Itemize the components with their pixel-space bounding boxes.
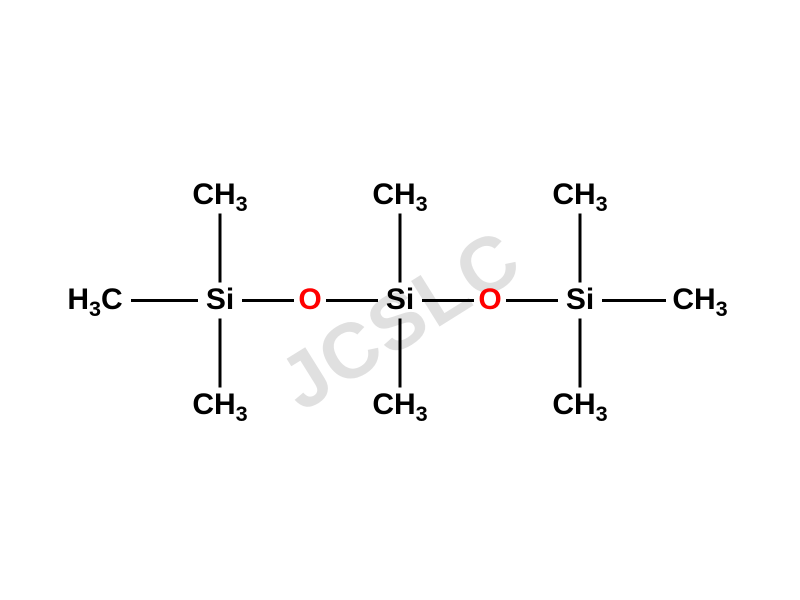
- molecule-diagram: { "diagram": { "type": "chemical-structu…: [0, 0, 800, 600]
- bond: [326, 299, 378, 302]
- atom-ch3_si1_t: CH3: [192, 178, 247, 212]
- bond: [242, 299, 294, 302]
- bond: [579, 213, 582, 282]
- atom-ch3_si2_b: CH3: [372, 388, 427, 422]
- bond: [131, 299, 198, 302]
- atom-o1: O: [298, 283, 321, 317]
- bond: [579, 318, 582, 387]
- atom-ch3_si1_b: CH3: [192, 388, 247, 422]
- atom-ch3_si3_t: CH3: [552, 178, 607, 212]
- atom-h3c_left: H3C: [67, 283, 122, 317]
- bond: [399, 318, 402, 387]
- atom-si1: Si: [206, 283, 234, 317]
- atom-si2: Si: [386, 283, 414, 317]
- bond: [506, 299, 558, 302]
- bond: [219, 318, 222, 387]
- atom-ch3_right: CH3: [672, 283, 727, 317]
- atom-ch3_si3_b: CH3: [552, 388, 607, 422]
- bond: [422, 299, 474, 302]
- bond: [219, 213, 222, 282]
- atom-o2: O: [478, 283, 501, 317]
- atom-si3: Si: [566, 283, 594, 317]
- bond: [602, 299, 666, 302]
- bond: [399, 213, 402, 282]
- atom-ch3_si2_t: CH3: [372, 178, 427, 212]
